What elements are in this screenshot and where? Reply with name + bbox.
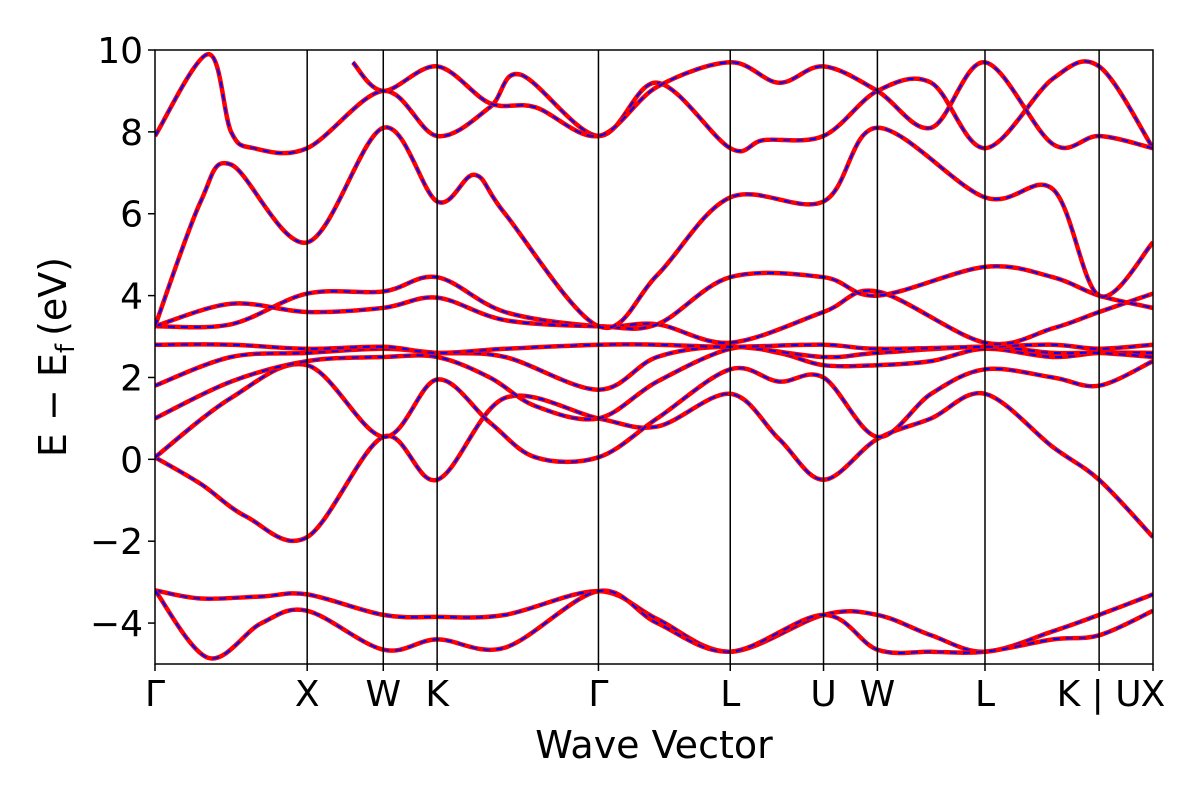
y-tick-label: 10	[97, 31, 143, 72]
x-axis-title: Wave Vector	[535, 723, 773, 767]
plot-frame	[154, 49, 1154, 665]
y-tick-label: 8	[120, 113, 143, 154]
y-axis-title-subscript: f	[51, 343, 81, 353]
x-tick-label: K	[425, 674, 450, 715]
band-9	[155, 264, 1153, 331]
high-symmetry-lines	[306, 50, 1100, 664]
y-tick-label: −4	[90, 604, 143, 645]
band-12	[351, 60, 1153, 151]
band-11-dashed-line	[155, 53, 1153, 155]
x-tick-label: W	[860, 674, 896, 715]
y-tick-label: −2	[90, 522, 143, 563]
y-tick-label: 0	[120, 440, 143, 481]
band-3-line	[155, 390, 1153, 544]
x-tick-label: W	[365, 674, 401, 715]
series-layer	[155, 51, 1153, 661]
band-6-dashed-line	[155, 345, 1153, 391]
x-tick-label: X	[295, 674, 320, 715]
band-4-line	[155, 359, 1153, 465]
y-axis-title-main: E − E	[31, 353, 75, 457]
y-tick-label: 4	[120, 277, 143, 318]
band-10-dashed-line	[155, 126, 1153, 329]
y-axis-title: E − Ef (eV)	[31, 257, 81, 457]
band-4-dashed-line	[155, 360, 1153, 463]
band-12-line	[351, 60, 1153, 151]
band-9-dashed-line	[155, 265, 1153, 330]
band-12-dashed-line	[352, 61, 1153, 150]
y-tick-label: 6	[120, 195, 143, 236]
band-3	[155, 390, 1153, 544]
band-3-dashed-line	[155, 392, 1153, 542]
y-axis-title-unit: (eV)	[31, 257, 75, 336]
x-tick-label: K | U	[1057, 674, 1142, 715]
band-2	[155, 588, 1153, 661]
band-2-dashed-line	[155, 589, 1153, 660]
band-7-dashed-line	[155, 343, 1153, 354]
x-tick-label: X	[1141, 674, 1166, 715]
band-11	[155, 51, 1153, 156]
x-tick-label: L	[975, 674, 995, 715]
x-tick-label: Γ	[588, 674, 608, 715]
band-10	[155, 125, 1153, 331]
band-6	[155, 344, 1153, 392]
band-1-dashed-line	[155, 589, 1153, 653]
band-10-line	[155, 125, 1153, 331]
y-tick-label: 2	[120, 358, 143, 399]
band-4	[155, 359, 1153, 465]
x-tick-label: L	[720, 674, 740, 715]
x-tick-label: U	[810, 674, 836, 715]
y-axis: −4 −2 0 2 4 6 8 10	[90, 31, 155, 645]
band-7	[155, 342, 1153, 356]
band-5-dashed-line	[155, 346, 1153, 421]
x-tick-label: Γ	[145, 674, 165, 715]
